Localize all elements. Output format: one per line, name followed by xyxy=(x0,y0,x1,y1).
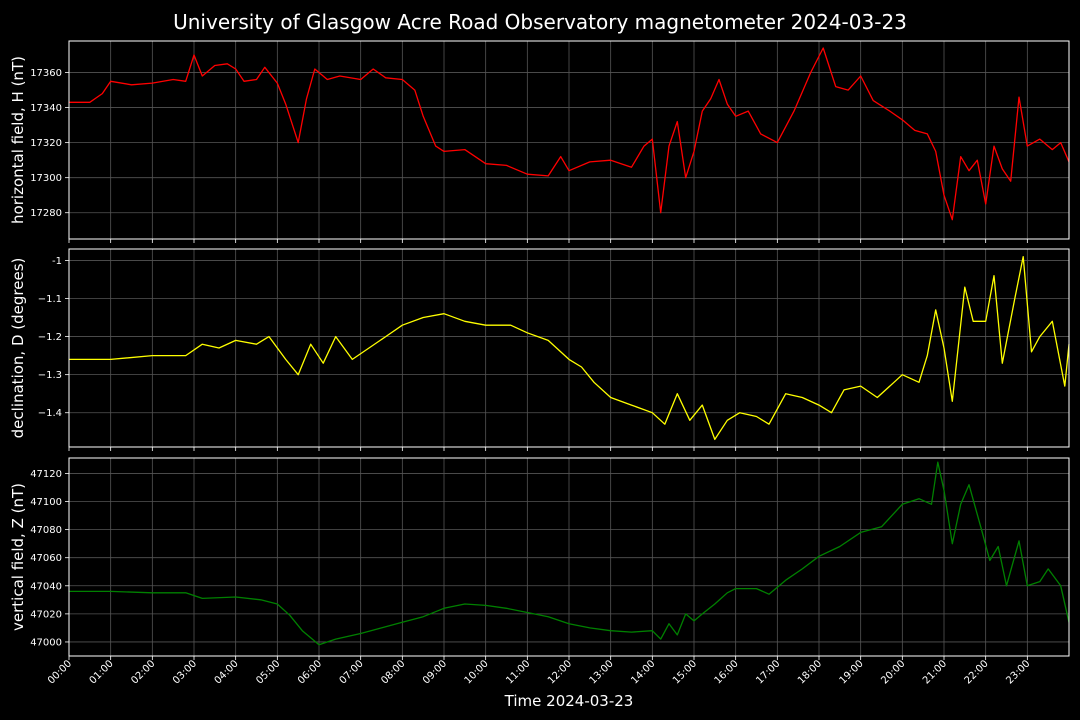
x-tick-label: 01:00 xyxy=(88,658,116,686)
x-tick-label: 21:00 xyxy=(921,658,949,686)
x-tick-label: 12:00 xyxy=(546,658,574,686)
panel-3: 47000 47020 47040 47060 47080 47100 47120verti… xyxy=(9,457,1070,660)
y-tick-label: −1.2 xyxy=(38,332,62,343)
x-tick-labels: 00:00 01:00 02:00 03:00 04:00 05:00 06:00 07:00… xyxy=(46,658,1032,686)
series-line-1 xyxy=(69,47,1070,221)
x-tick-label: 10:00 xyxy=(463,658,491,686)
panel-frame xyxy=(68,40,1070,240)
x-tick-label: 08:00 xyxy=(379,658,407,686)
x-tick-label: 17:00 xyxy=(754,658,782,686)
x-tick-label: 16:00 xyxy=(713,658,741,686)
y-tick-label: 17340 xyxy=(30,103,62,114)
panel-2: −1.4 −1.3 −1.2 −1.1 -1 declination, D (degree… xyxy=(9,248,1070,451)
y-tick-label: 47080 xyxy=(30,525,62,536)
y-tick-label: 17300 xyxy=(30,173,62,184)
x-tick-label: 14:00 xyxy=(629,658,657,686)
y-axis-label: declination, D (degrees) xyxy=(9,258,27,439)
x-tick-label: 00:00 xyxy=(46,658,74,686)
y-tick-label: 17280 xyxy=(30,208,62,219)
x-tick-label: 15:00 xyxy=(671,658,699,686)
chart-title: University of Glasgow Acre Road Observat… xyxy=(173,10,907,34)
x-tick-label: 05:00 xyxy=(254,658,282,686)
x-tick-label: 13:00 xyxy=(588,658,616,686)
x-tick-label: 11:00 xyxy=(504,658,532,686)
x-tick-label: 07:00 xyxy=(338,658,366,686)
y-tick-label: −1.4 xyxy=(38,408,62,419)
x-tick-label: 04:00 xyxy=(213,658,241,686)
y-tick-label: 47000 xyxy=(30,637,62,648)
x-tick-label: 09:00 xyxy=(421,658,449,686)
x-tick-label: 23:00 xyxy=(1004,658,1032,686)
y-axis-label: vertical field, Z (nT) xyxy=(9,483,27,631)
y-tick-label: 47120 xyxy=(30,469,62,480)
y-tick-label: 17360 xyxy=(30,68,62,79)
x-tick-label: 18:00 xyxy=(796,658,824,686)
y-tick-label: −1.3 xyxy=(38,370,62,381)
y-tick-label: 47060 xyxy=(30,553,62,564)
y-tick-label: 47040 xyxy=(30,581,62,592)
x-tick-label: 03:00 xyxy=(171,658,199,686)
y-tick-label: 47100 xyxy=(30,497,62,508)
x-tick-label: 22:00 xyxy=(963,658,991,686)
y-tick-label: 17320 xyxy=(30,138,62,149)
y-tick-label: 47020 xyxy=(30,609,62,620)
series-line-2 xyxy=(69,255,1070,441)
y-axis-label: horizontal field, H (nT) xyxy=(9,56,27,224)
y-tick-label: −1.1 xyxy=(38,294,62,305)
panel-frame xyxy=(68,457,1070,657)
x-axis-label: Time 2024-03-23 xyxy=(504,692,634,710)
x-tick-label: 06:00 xyxy=(296,658,324,686)
x-tick-label: 20:00 xyxy=(879,658,907,686)
x-tick-label: 19:00 xyxy=(838,658,866,686)
series-line-3 xyxy=(69,461,1070,646)
y-tick-label: -1 xyxy=(52,256,62,267)
x-tick-label: 02:00 xyxy=(129,658,157,686)
panel-frame xyxy=(68,248,1070,448)
